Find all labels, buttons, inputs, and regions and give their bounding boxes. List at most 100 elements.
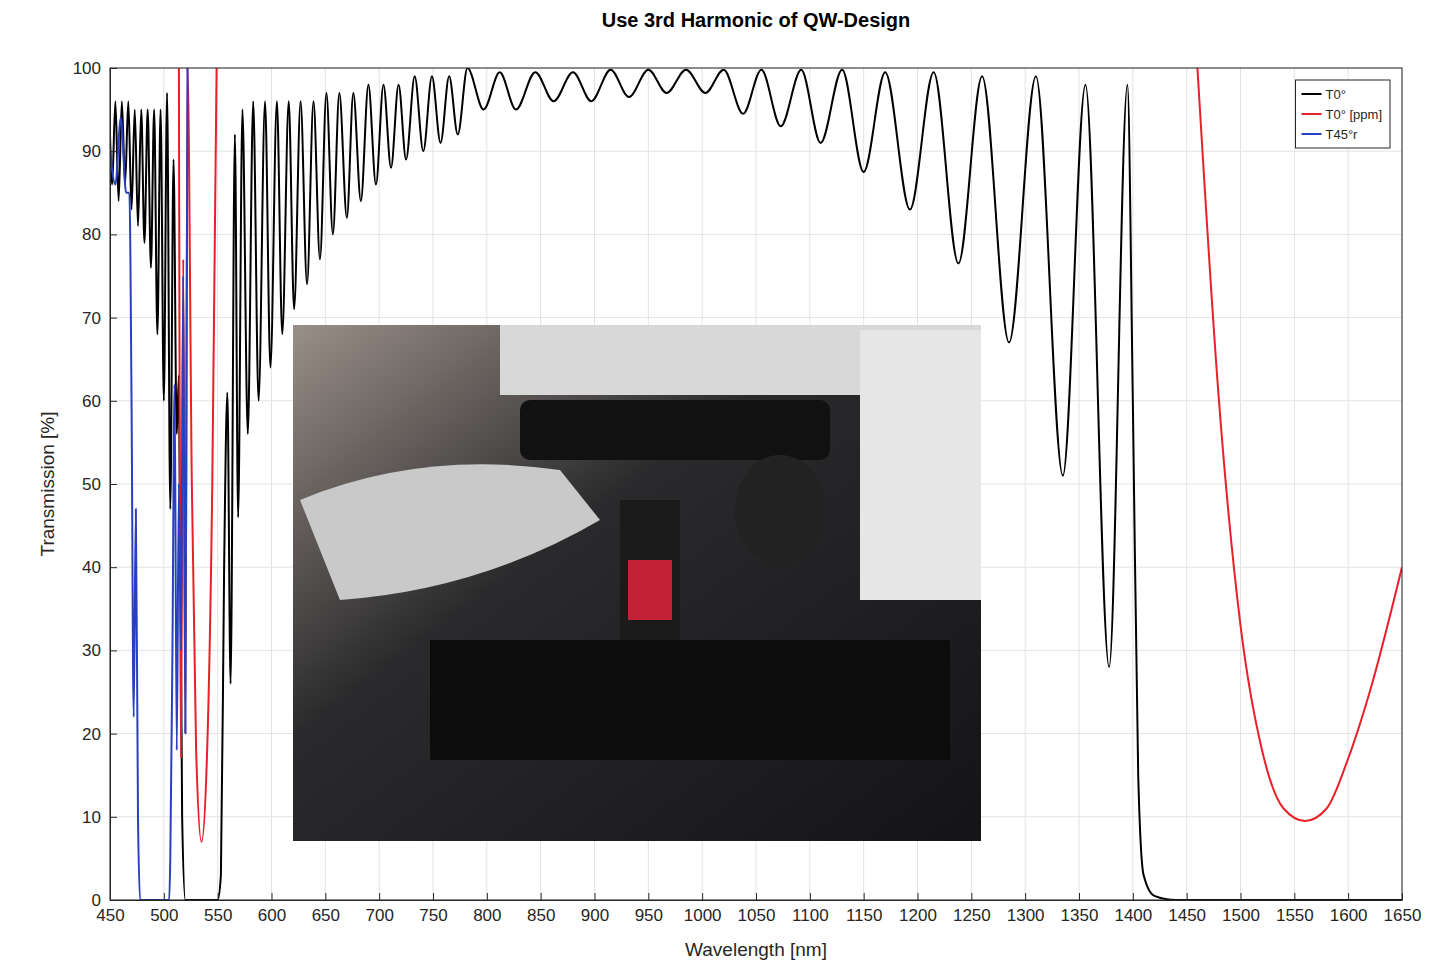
tick-label: 600: [258, 906, 286, 925]
axis-line: [111, 900, 1403, 901]
legend-label: T0°: [1326, 87, 1346, 102]
tick-mark: [541, 893, 542, 900]
tick-label: 650: [312, 906, 340, 925]
tick-mark: [110, 151, 117, 152]
tick-label: 1200: [899, 906, 937, 925]
tick-mark: [810, 893, 811, 900]
tick: 1500: [1222, 893, 1260, 925]
tick-mark: [648, 893, 649, 900]
tick: 800: [473, 893, 501, 925]
tick-mark: [110, 567, 117, 568]
tick-mark: [218, 893, 219, 900]
photo-background: [293, 325, 981, 841]
photo-turret: [520, 400, 830, 460]
tick-label: 1650: [1384, 906, 1422, 925]
tick: 550: [204, 893, 232, 925]
tick-label: 40: [82, 558, 101, 577]
tick: 900: [581, 893, 609, 925]
tick-label: 1050: [738, 906, 776, 925]
y-axis: 0102030405060708090100: [73, 59, 117, 910]
tick-label: 30: [82, 641, 101, 660]
photo-red-light: [628, 560, 672, 620]
tick-mark: [864, 893, 865, 900]
tick-label: 70: [82, 309, 101, 328]
tick-label: 60: [82, 392, 101, 411]
tick-label: 900: [581, 906, 609, 925]
plot-background: [110, 68, 1402, 900]
tick: 950: [635, 893, 663, 925]
legend-item: T0° [ppm]: [1302, 107, 1383, 122]
tick-label: 0: [92, 891, 101, 910]
photo-stage: [430, 640, 950, 760]
series-line: [110, 68, 188, 900]
tick-mark: [756, 893, 757, 900]
tick: 80: [82, 225, 117, 244]
tick-label: 850: [527, 906, 555, 925]
tick: 40: [82, 558, 117, 577]
tick-label: 750: [419, 906, 447, 925]
tick-mark: [1294, 893, 1295, 900]
tick-label: 20: [82, 725, 101, 744]
tick-mark: [1348, 893, 1349, 900]
tick: 1650: [1384, 893, 1422, 925]
tick-label: 1600: [1330, 906, 1368, 925]
tick: 500: [150, 893, 178, 925]
tick-label: 1500: [1222, 906, 1260, 925]
y-axis-title: Transmission [%]: [37, 412, 58, 557]
plot-area: [110, 68, 1402, 900]
tick-mark: [110, 817, 117, 818]
legend-item: T0°: [1302, 87, 1346, 102]
tick: 1400: [1114, 893, 1152, 925]
inset-photo: [293, 325, 981, 841]
tick: 100: [73, 59, 117, 78]
tick: 1300: [1007, 893, 1045, 925]
x-axis: 4505005506006507007508008509009501000105…: [96, 893, 1421, 925]
tick-label: 1100: [792, 906, 829, 925]
tick: 1600: [1330, 893, 1368, 925]
tick-mark: [1025, 893, 1026, 900]
photo-glove: [300, 464, 600, 600]
tick-label: 1250: [953, 906, 991, 925]
tick: 1050: [738, 893, 776, 925]
tick-mark: [595, 893, 596, 900]
tick-mark: [110, 900, 117, 901]
tick-mark: [272, 893, 273, 900]
tick-mark: [110, 401, 117, 402]
legend-swatch: [1302, 93, 1322, 95]
tick: 650: [312, 893, 340, 925]
photo-objective-2: [735, 455, 825, 565]
tick: 70: [82, 309, 117, 328]
legend: T0° T0° [ppm] T45°r: [1296, 80, 1391, 148]
tick: 1250: [953, 893, 991, 925]
plot-frame: [110, 68, 1402, 900]
tick-label: 10: [82, 808, 101, 827]
tick-label: 1000: [684, 906, 722, 925]
tick: 90: [82, 142, 117, 161]
tick-label: 90: [82, 142, 101, 161]
grid-line: [110, 151, 1402, 152]
tick-mark: [110, 318, 117, 319]
legend-label: T0° [ppm]: [1326, 107, 1383, 122]
tick-mark: [1079, 893, 1080, 900]
tick-mark: [110, 650, 117, 651]
tick-label: 1150: [846, 906, 883, 925]
tick-mark: [1133, 893, 1134, 900]
tick-mark: [1187, 893, 1188, 900]
tick: 20: [82, 725, 117, 744]
tick-label: 1550: [1276, 906, 1314, 925]
tick-label: 1300: [1007, 906, 1045, 925]
grid: [110, 68, 1402, 900]
tick: 1000: [684, 893, 722, 925]
x-axis-title: Wavelength [nm]: [685, 939, 827, 960]
photo-microscope-arm: [860, 330, 981, 600]
legend-item: T45°r: [1302, 127, 1359, 142]
chart-title: Use 3rd Harmonic of QW-Design: [602, 9, 911, 31]
series-line: [179, 68, 1402, 842]
tick-label: 1350: [1061, 906, 1099, 925]
tick-mark: [164, 893, 165, 900]
tick-label: 1450: [1168, 906, 1206, 925]
tick-mark: [325, 893, 326, 900]
legend-swatch: [1302, 113, 1322, 115]
tick-label: 950: [635, 906, 663, 925]
tick-mark: [110, 68, 117, 69]
